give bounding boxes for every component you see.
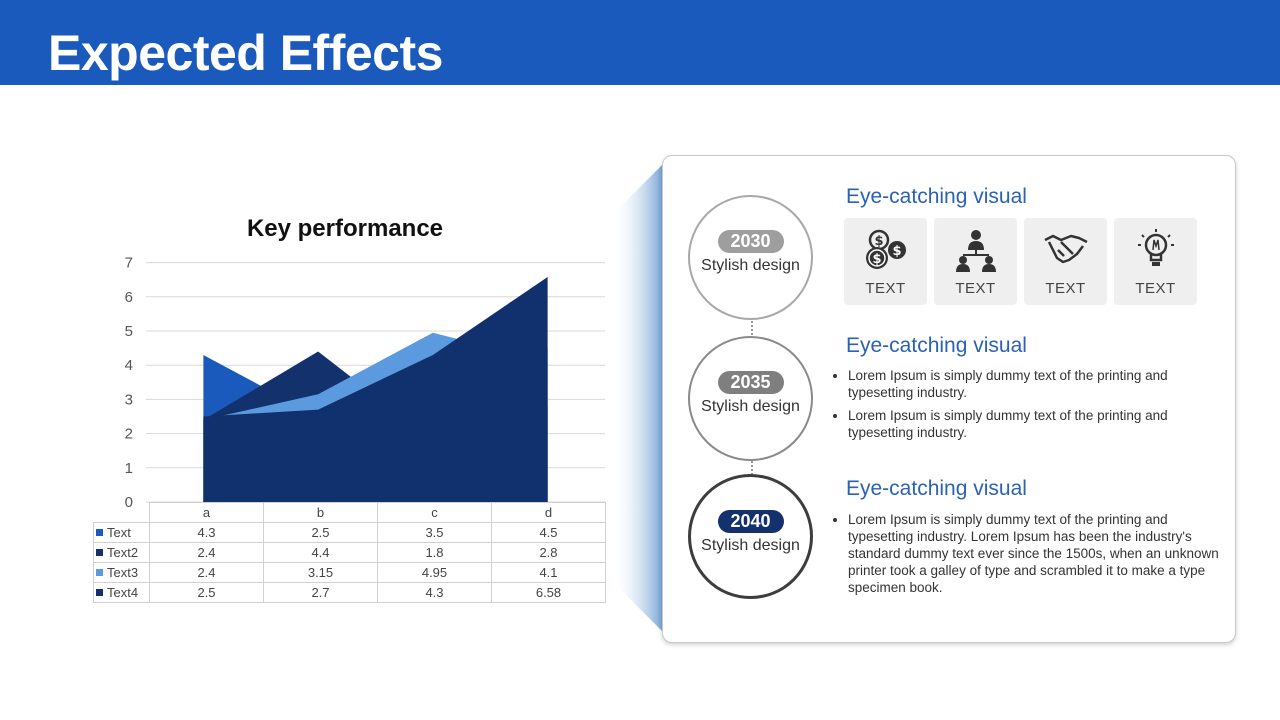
lightbulb-icon	[1137, 229, 1174, 266]
y-tick-label: 7	[125, 255, 133, 272]
timeline-panel: 2030 Stylish design Eye-catching visual …	[662, 155, 1236, 643]
callout-funnel	[612, 163, 664, 633]
legend-entry: Text4	[107, 585, 139, 600]
legend-entry: Text	[107, 525, 131, 540]
table-row: Text4 2.5 2.7 4.3 6.58	[93, 582, 606, 603]
x-tick-label: c	[377, 502, 492, 523]
year-badge: 2040	[717, 510, 784, 533]
bullet-item: Lorem Ipsum is simply dummy text of the …	[848, 511, 1220, 596]
bullet-item: Lorem Ipsum is simply dummy text of the …	[848, 367, 1220, 401]
data-label: 3.15	[263, 562, 378, 583]
timeline-connector	[751, 321, 753, 343]
tile-label: TEXT	[1045, 280, 1086, 297]
data-label: 2.5	[149, 582, 264, 603]
timeline-node-2030: 2030 Stylish design	[688, 195, 813, 320]
table-row: Text2 2.4 4.4 1.8 2.8	[93, 542, 606, 563]
data-label: 3.5	[377, 522, 492, 543]
data-label: 4.95	[377, 562, 492, 583]
y-tick-label: 3	[125, 391, 133, 408]
node-subtitle: Stylish design	[701, 537, 800, 554]
y-tick-label: 5	[125, 323, 133, 340]
legend-entry: Text3	[107, 565, 139, 580]
icon-tile[interactable]: $ $ $ TEXT	[844, 218, 927, 305]
y-tick-label: 2	[125, 426, 133, 443]
team-hierarchy-icon	[955, 230, 996, 272]
data-label: 2.8	[491, 542, 606, 563]
icon-tiles: $ $ $ TEXT TEXT	[844, 218, 1197, 305]
svg-text:$: $	[872, 252, 881, 267]
x-tick-label: d	[491, 502, 606, 523]
node-subtitle: Stylish design	[701, 398, 800, 415]
data-label: 2.7	[263, 582, 378, 603]
chart-data-table: a b c d Text 4.3 2.5 3.5 4.5 Text2 2.4 4…	[93, 502, 606, 603]
timeline-node-2035: 2035 Stylish design	[688, 336, 813, 461]
y-tick-label: 4	[125, 357, 133, 374]
year-badge: 2035	[717, 371, 784, 394]
coins-dollar-icon: $ $ $	[865, 229, 906, 269]
table-row: Text3 2.4 3.15 4.95 4.1	[93, 562, 606, 583]
series-area-text4	[203, 276, 548, 502]
legend-key-text3	[96, 569, 103, 577]
data-label: 6.58	[491, 582, 606, 603]
icon-tile[interactable]: TEXT	[934, 218, 1017, 305]
data-label: 4.1	[491, 562, 606, 583]
bullet-item: Lorem Ipsum is simply dummy text of the …	[848, 407, 1220, 441]
title-bar: Expected Effects	[0, 0, 1280, 85]
table-header-row: a b c d	[93, 502, 606, 523]
svg-text:$: $	[892, 244, 901, 259]
section-heading: Eye-catching visual	[846, 334, 1027, 357]
chart-title: Key performance	[246, 215, 444, 242]
section-heading: Eye-catching visual	[846, 477, 1027, 500]
legend-entry: Text2	[107, 545, 139, 560]
legend-key-text2	[96, 549, 103, 557]
year-badge: 2030	[717, 230, 784, 253]
data-label: 2.4	[149, 542, 264, 563]
y-tick-label: 1	[125, 460, 133, 477]
x-tick-label: b	[263, 502, 378, 523]
timeline-connector	[751, 461, 753, 483]
data-label: 4.4	[263, 542, 378, 563]
svg-text:$: $	[874, 234, 883, 249]
bullet-list: Lorem Ipsum is simply dummy text of the …	[835, 367, 1220, 447]
legend-key-text4	[96, 589, 103, 597]
slide-title: Expected Effects	[48, 25, 443, 81]
icon-tile[interactable]: TEXT	[1114, 218, 1197, 305]
data-label: 2.5	[263, 522, 378, 543]
x-tick-label: a	[149, 502, 264, 523]
timeline-node-2040: 2040 Stylish design	[688, 474, 813, 599]
icon-tile[interactable]: TEXT	[1024, 218, 1107, 305]
data-label: 1.8	[377, 542, 492, 563]
node-subtitle: Stylish design	[701, 257, 800, 274]
data-label: 4.3	[149, 522, 264, 543]
section-heading: Eye-catching visual	[846, 185, 1027, 208]
tile-label: TEXT	[865, 280, 906, 297]
bullet-list: Lorem Ipsum is simply dummy text of the …	[835, 511, 1220, 602]
tile-label: TEXT	[955, 280, 996, 297]
handshake-icon	[1043, 234, 1088, 264]
data-label: 4.5	[491, 522, 606, 543]
legend-key-text	[96, 529, 103, 537]
table-row: Text 4.3 2.5 3.5 4.5	[93, 522, 606, 543]
tile-label: TEXT	[1135, 280, 1176, 297]
y-tick-label: 6	[125, 289, 133, 306]
data-label: 4.3	[377, 582, 492, 603]
data-label: 2.4	[149, 562, 264, 583]
